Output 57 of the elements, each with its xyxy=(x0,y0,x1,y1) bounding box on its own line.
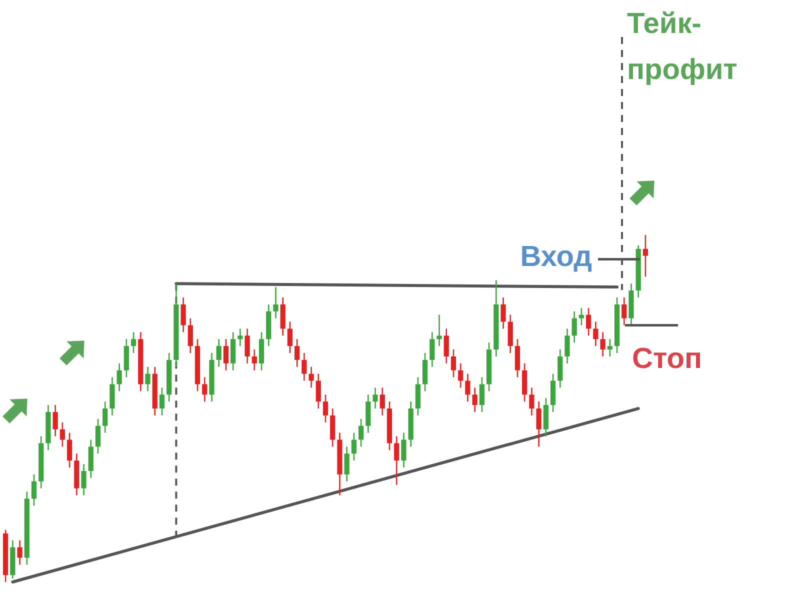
candlestick xyxy=(223,338,229,371)
candlestick xyxy=(116,362,122,392)
candlestick xyxy=(273,286,278,319)
candlestick xyxy=(316,373,321,410)
candlestick xyxy=(458,362,464,388)
candlestick xyxy=(188,318,193,354)
candlestick xyxy=(586,307,592,336)
candlestick xyxy=(444,328,449,364)
candlestick xyxy=(394,436,400,486)
candlestick xyxy=(180,296,186,333)
candlestick xyxy=(358,418,364,448)
candlestick xyxy=(529,387,534,416)
candlestick xyxy=(252,348,257,371)
candlestick xyxy=(564,328,570,364)
candlestick xyxy=(578,307,584,326)
candlestick xyxy=(95,418,101,454)
candlestick xyxy=(31,474,37,506)
candlestick xyxy=(536,400,542,448)
ref-line-label: Вход xyxy=(520,241,592,273)
candlestick xyxy=(622,296,627,326)
candlestick xyxy=(81,463,86,496)
candlestick xyxy=(294,338,300,368)
candlestick xyxy=(401,432,406,468)
candlestick xyxy=(465,373,470,402)
candlestick xyxy=(244,328,250,364)
candlestick xyxy=(302,352,307,382)
candlestick xyxy=(351,432,356,462)
candlestick xyxy=(216,338,222,368)
candlestick xyxy=(436,314,442,347)
candlestick xyxy=(17,540,22,566)
candlestick xyxy=(130,332,136,354)
text: Тейк-профит xyxy=(627,8,738,86)
candlestick xyxy=(607,338,612,358)
candlestick xyxy=(202,376,208,402)
candlestick xyxy=(472,387,478,413)
candlestick xyxy=(600,332,606,358)
candlestick xyxy=(52,404,58,437)
candlestick xyxy=(322,394,328,424)
candlestick xyxy=(238,328,243,347)
candlestick xyxy=(287,321,293,354)
candlestick xyxy=(450,348,456,378)
candlestick xyxy=(642,234,648,278)
candlestick xyxy=(102,400,108,434)
candlestick xyxy=(430,332,435,368)
candlestick xyxy=(159,387,165,416)
candlestick xyxy=(572,310,577,344)
candlestick xyxy=(344,446,350,482)
ref-line-label: Стоп xyxy=(632,343,702,375)
candlestick xyxy=(66,432,72,468)
candlestick xyxy=(479,376,484,413)
candlestick xyxy=(60,422,65,448)
candlestick xyxy=(380,387,385,416)
candlestick xyxy=(372,387,378,410)
candlestick xyxy=(308,366,314,388)
candlestick xyxy=(145,366,150,392)
candlestick xyxy=(593,321,598,347)
candlestick xyxy=(500,296,506,330)
